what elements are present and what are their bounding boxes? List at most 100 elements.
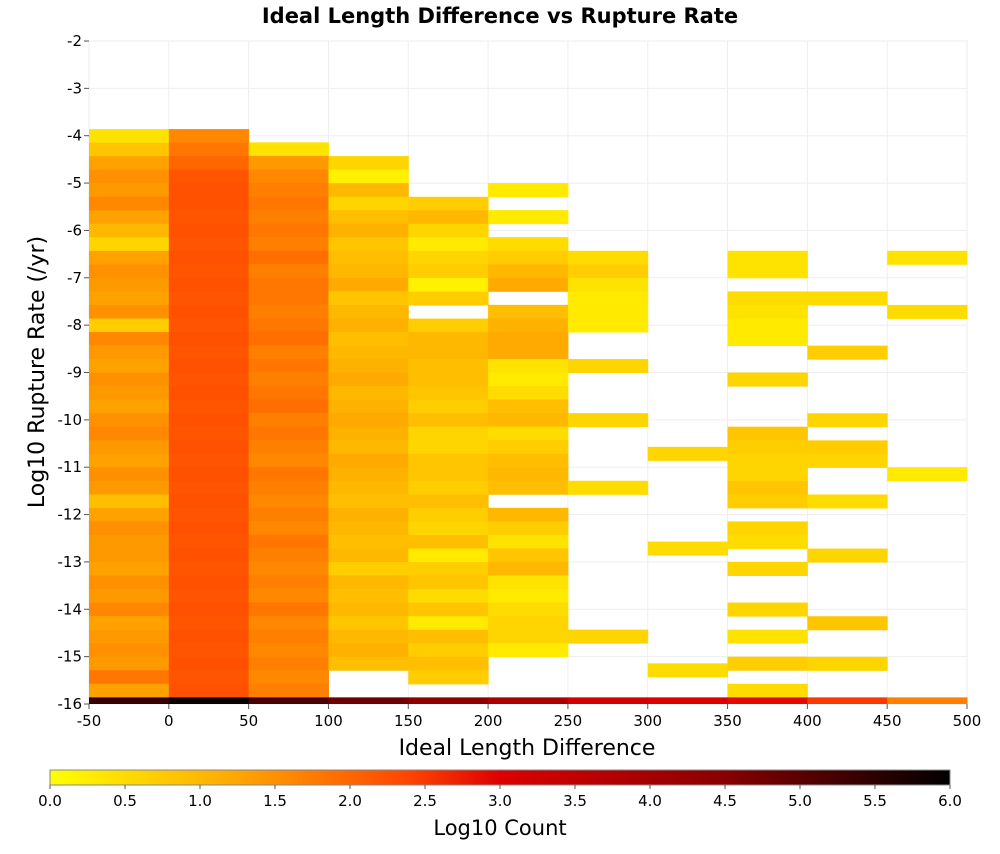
heatmap-cell: [89, 629, 170, 644]
heatmap-cell: [727, 521, 808, 536]
heatmap-cell: [89, 318, 170, 333]
heatmap-cell: [248, 534, 329, 549]
x-tick-label: -50: [77, 712, 102, 730]
y-tick-label: -12: [58, 506, 83, 524]
heatmap-cell: [488, 453, 569, 468]
heatmap-cell: [168, 169, 250, 184]
heatmap-cell: [328, 277, 409, 292]
colorbar-tick-label: 4.5: [713, 792, 737, 810]
heatmap-cell: [89, 264, 170, 279]
colorbar-ticks: 0.0 0.5 1.0 1.5 2.0 2.5 3.0 3.5 4.0 4.5 5.0 5.5 6.0: [38, 785, 962, 810]
heatmap-cell: [408, 562, 489, 577]
heatmap-cell: [89, 372, 170, 387]
colorbar-tick-label: 2.0: [338, 792, 362, 810]
heatmap-cells: [89, 129, 968, 704]
heatmap-cell: [89, 534, 170, 550]
heatmap-cell: [408, 345, 489, 360]
heatmap-cell: [89, 304, 170, 320]
heatmap-cell: [328, 534, 409, 549]
heatmap-cell: [408, 643, 489, 658]
heatmap-cell: [807, 616, 888, 631]
heatmap-cell: [727, 494, 808, 509]
heatmap-cell: [248, 237, 329, 252]
heatmap-cell: [248, 345, 329, 360]
heatmap-cell: [248, 182, 329, 197]
heatmap-cell: [488, 507, 569, 522]
colorbar-tick-label: 5.5: [863, 792, 887, 810]
heatmap-cell: [408, 359, 489, 374]
heatmap-cell: [168, 359, 250, 374]
heatmap-cell: [248, 642, 329, 657]
heatmap-cell: [89, 277, 170, 292]
heatmap-cell: [488, 521, 569, 536]
heatmap-cell: [328, 561, 409, 577]
heatmap-cell: [408, 602, 489, 617]
heatmap-cell: [168, 372, 250, 387]
heatmap-cell: [727, 656, 808, 671]
y-tick-label: -16: [58, 695, 83, 713]
heatmap-cell: [408, 196, 489, 211]
heatmap-cell: [168, 562, 250, 577]
colorbar-tick-label: 0.5: [113, 792, 137, 810]
heatmap-cell: [248, 331, 329, 346]
heatmap-cell: [727, 372, 808, 387]
heatmap-cell: [328, 507, 409, 522]
heatmap-cell: [727, 453, 808, 468]
heatmap-cell: [248, 615, 329, 630]
heatmap-cell: [408, 629, 489, 644]
heatmap-cell: [168, 616, 250, 631]
heatmap-cell: [89, 494, 170, 509]
heatmap-cell-bottom: [647, 697, 729, 704]
heatmap-cell: [727, 250, 808, 265]
heatmap-cell: [248, 561, 329, 576]
colorbar-tick-label: 0.0: [38, 792, 62, 810]
heatmap-cell: [328, 426, 409, 441]
heatmap-cell: [328, 250, 409, 265]
heatmap-cell: [248, 521, 329, 536]
heatmap-cell: [727, 534, 808, 549]
heatmap-cell-bottom: [248, 697, 329, 704]
heatmap-cell: [807, 453, 888, 468]
y-tick-label: -8: [67, 316, 82, 334]
heatmap-cell: [488, 616, 569, 631]
heatmap-cell: [328, 183, 409, 198]
heatmap-cell: [248, 385, 329, 400]
heatmap-cell: [488, 331, 569, 346]
heatmap-cell: [328, 223, 409, 238]
heatmap-cell: [168, 521, 250, 536]
heatmap-cell: [328, 196, 409, 211]
colorbar-tick-label: 4.0: [638, 792, 662, 810]
heatmap-cell: [408, 521, 489, 536]
y-tick-label: -6: [67, 221, 82, 239]
heatmap-cell: [567, 480, 649, 495]
heatmap-cell: [488, 643, 569, 658]
heatmap-cell: [328, 264, 409, 279]
y-tick-label: -15: [58, 648, 83, 666]
heatmap-cell: [328, 210, 409, 225]
heatmap-cell: [328, 589, 409, 604]
heatmap-cell: [727, 264, 808, 279]
heatmap-cell-bottom: [727, 697, 808, 704]
colorbar-tick-label: 5.0: [788, 792, 812, 810]
heatmap-cell: [89, 670, 170, 685]
heatmap-cell: [168, 670, 250, 685]
heatmap-cell-bottom: [89, 697, 170, 704]
heatmap-cell: [887, 304, 968, 319]
heatmap-cell: [328, 643, 409, 658]
y-tick-label: -3: [67, 79, 82, 97]
x-tick-label: 500: [953, 712, 982, 730]
heatmap-cell: [168, 386, 250, 401]
heatmap-cell: [488, 440, 569, 455]
heatmap-cell: [567, 291, 649, 306]
heatmap-cell: [408, 372, 489, 387]
heatmap-cell: [328, 602, 409, 617]
heatmap-cell: [248, 155, 329, 170]
heatmap-cell: [248, 453, 329, 468]
colorbar-tick-label: 1.5: [263, 792, 287, 810]
heatmap-cell: [328, 304, 409, 319]
heatmap-cell: [89, 426, 170, 441]
heatmap-cell: [328, 575, 409, 590]
heatmap-cell: [328, 656, 409, 671]
heatmap-cell: [328, 616, 409, 631]
heatmap-cell: [248, 209, 329, 225]
